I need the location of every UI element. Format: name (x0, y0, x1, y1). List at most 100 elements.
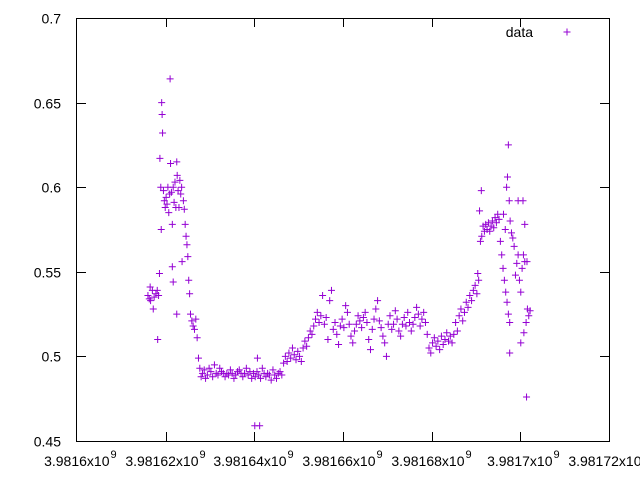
data-point (475, 276, 483, 284)
data-point (411, 313, 419, 321)
data-point (304, 334, 312, 342)
data-point (395, 327, 403, 335)
data-point (501, 226, 509, 233)
data-point (326, 297, 334, 305)
data-point (445, 337, 453, 345)
data-point (517, 288, 525, 296)
data-point (526, 307, 534, 315)
data-point (214, 371, 222, 379)
data-point (430, 334, 438, 342)
data-point (372, 305, 380, 313)
data-point (251, 373, 259, 381)
data-point (511, 271, 519, 279)
x-tick-label: 3.9816x10 (44, 453, 110, 469)
x-tick-label: 3.98168x10 (391, 453, 464, 469)
data-point (459, 317, 467, 325)
data-point (294, 347, 302, 355)
data-point (515, 276, 523, 284)
data-point (153, 286, 161, 294)
data-point (186, 310, 194, 318)
data-point (225, 371, 233, 379)
data-point (423, 330, 431, 338)
data-point (506, 217, 514, 225)
data-point (452, 319, 460, 327)
data-point (391, 307, 399, 315)
x-tick-exponent: 9 (377, 449, 383, 461)
data-point (200, 366, 208, 374)
y-tick-label: 0.6 (42, 180, 62, 196)
data-point (519, 251, 527, 259)
data-point (327, 286, 335, 294)
x-tick-exponent: 9 (466, 449, 472, 461)
x-tick-label: 3.9817x10 (487, 453, 553, 469)
data-point (221, 373, 229, 381)
data-point (173, 310, 181, 318)
data-point (181, 220, 189, 228)
plot-frame (76, 18, 610, 442)
data-point (386, 312, 394, 320)
data-point (518, 264, 526, 272)
data-point (158, 99, 166, 107)
data-point (398, 320, 406, 328)
data-point (361, 308, 369, 316)
data-point (235, 366, 243, 374)
data-point (509, 234, 517, 242)
data-point (407, 327, 415, 335)
data-point (144, 291, 152, 299)
x-tick-exponent: 9 (288, 449, 294, 461)
data-point (313, 308, 321, 316)
data-point (171, 178, 179, 186)
data-point (258, 364, 266, 372)
data-point (469, 286, 477, 294)
data-point (198, 369, 206, 377)
data-point (525, 312, 533, 320)
data-point (155, 269, 163, 277)
data-point (329, 325, 337, 333)
data-point (416, 322, 424, 330)
data-point (239, 373, 247, 381)
data-point (462, 298, 470, 306)
data-point (189, 322, 197, 330)
data-point (505, 197, 513, 205)
data-point (180, 205, 188, 213)
y-tick-label: 0.45 (34, 434, 61, 450)
data-point (192, 315, 200, 323)
data-point (205, 364, 213, 372)
data-point (352, 320, 360, 328)
data-point (178, 258, 186, 266)
data-point (149, 305, 157, 313)
data-point (474, 269, 482, 277)
data-point (190, 325, 198, 333)
data-point (502, 288, 510, 296)
data-series (144, 75, 534, 430)
data-point (506, 349, 514, 357)
data-point (473, 290, 481, 298)
data-point (155, 291, 163, 299)
data-point (477, 187, 485, 195)
data-point (290, 351, 298, 359)
data-point (388, 325, 396, 333)
data-point (184, 253, 192, 261)
data-point (203, 371, 211, 379)
x-tick-label: 3.98164x10 (213, 453, 286, 469)
data-point (264, 369, 272, 377)
data-point (271, 371, 279, 379)
data-point (375, 317, 383, 325)
data-point (335, 341, 343, 349)
data-point (457, 305, 465, 313)
data-point (418, 315, 426, 323)
data-point (368, 325, 376, 333)
data-point (242, 364, 250, 372)
data-point (281, 352, 289, 360)
data-point (158, 110, 166, 118)
data-point (257, 374, 265, 382)
data-point (228, 369, 236, 377)
data-point (322, 313, 330, 321)
legend: data (506, 24, 571, 40)
data-point (173, 171, 181, 179)
data-point (439, 341, 447, 349)
data-point (377, 324, 385, 332)
data-point (523, 393, 531, 401)
data-point (513, 259, 521, 267)
data-point (297, 357, 305, 365)
